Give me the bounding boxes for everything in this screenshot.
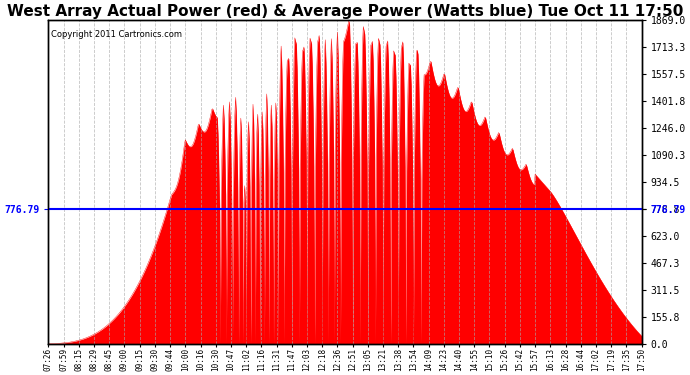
Title: West Array Actual Power (red) & Average Power (Watts blue) Tue Oct 11 17:50: West Array Actual Power (red) & Average … (7, 4, 683, 19)
Text: Copyright 2011 Cartronics.com: Copyright 2011 Cartronics.com (52, 30, 182, 39)
